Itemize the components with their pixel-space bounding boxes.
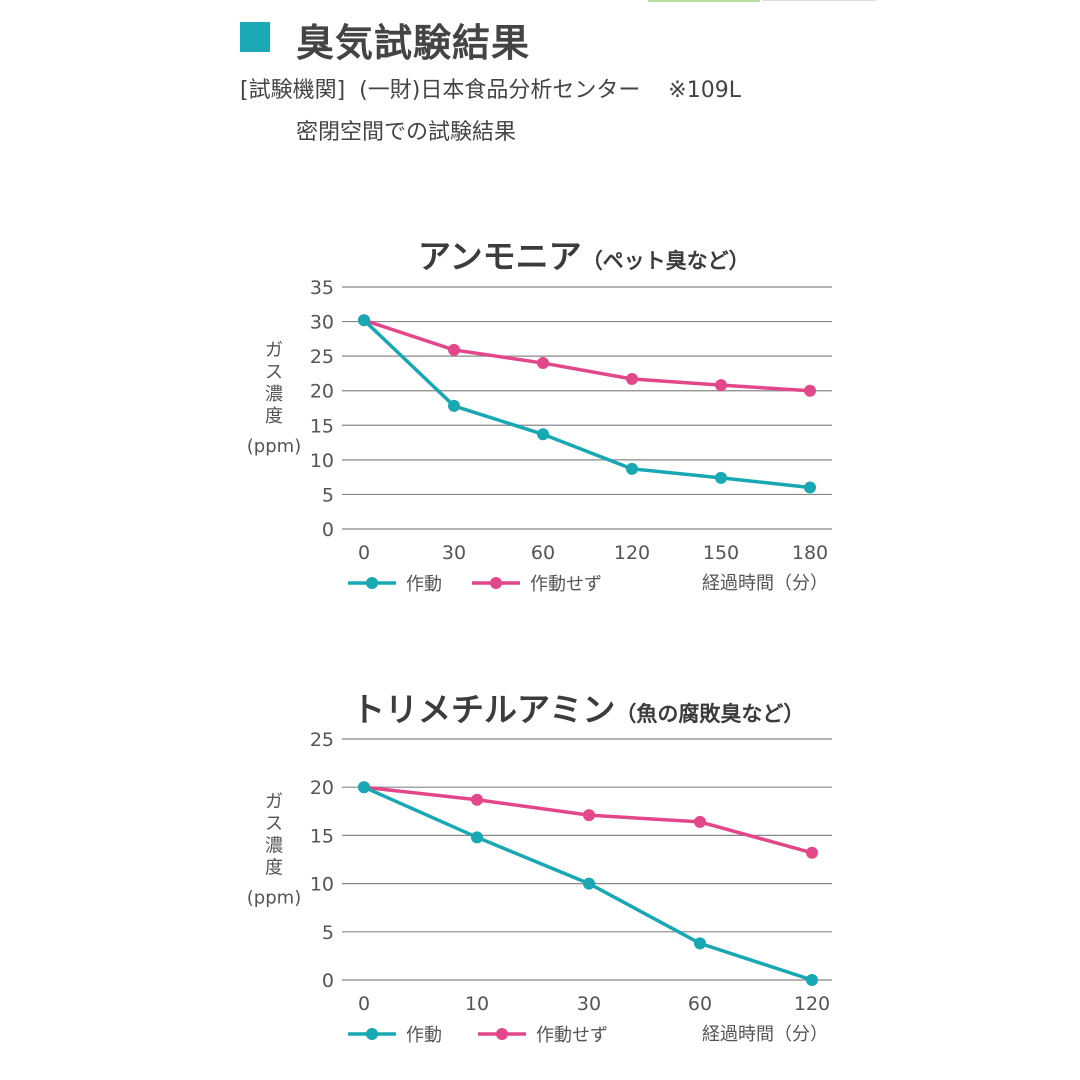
data-point bbox=[448, 343, 460, 356]
y-axis-label-char: ス bbox=[265, 362, 283, 383]
data-point bbox=[694, 937, 706, 950]
y-tick-label: 10 bbox=[310, 450, 334, 472]
data-point bbox=[626, 372, 638, 385]
legend-label: 作動 bbox=[406, 1025, 442, 1046]
data-point bbox=[715, 471, 727, 484]
y-axis-label-char: ス bbox=[265, 814, 283, 835]
y-tick-label: 10 bbox=[310, 874, 334, 896]
y-axis-label-char: ガ bbox=[265, 340, 283, 361]
data-point bbox=[583, 809, 595, 822]
legend-label: 作動せず bbox=[530, 574, 602, 595]
y-tick-label: 15 bbox=[310, 825, 334, 847]
data-point bbox=[626, 462, 638, 475]
data-point bbox=[694, 815, 706, 828]
data-point bbox=[806, 974, 818, 986]
data-point bbox=[471, 793, 483, 806]
top-divider bbox=[762, 0, 876, 1]
x-tick-label: 60 bbox=[531, 542, 555, 564]
top-tab-indicator bbox=[648, 0, 760, 2]
data-point bbox=[471, 831, 483, 844]
y-axis-label-char: 濃 bbox=[265, 384, 283, 405]
x-axis-label: 経過時間（分） bbox=[702, 573, 828, 594]
series-line-作動 bbox=[362, 318, 811, 490]
x-axis-label: 経過時間（分） bbox=[702, 1024, 828, 1045]
legend-label: 作動せず bbox=[536, 1025, 608, 1046]
legend-marker bbox=[366, 577, 378, 589]
y-tick-label: 20 bbox=[310, 777, 334, 799]
y-tick-label: 5 bbox=[322, 922, 334, 944]
y-tick-label: 20 bbox=[310, 381, 334, 403]
data-point bbox=[358, 314, 370, 327]
x-tick-label: 10 bbox=[465, 993, 489, 1015]
data-point bbox=[537, 428, 549, 441]
legend-marker bbox=[496, 1028, 508, 1040]
series-line-作動せず bbox=[363, 318, 811, 393]
x-tick-label: 120 bbox=[794, 993, 830, 1015]
chart-title-note: （ペット臭など） bbox=[582, 249, 750, 273]
y-axis-label-char: ガ bbox=[265, 792, 283, 813]
data-point bbox=[804, 384, 816, 397]
y-axis-label-char: 度 bbox=[265, 406, 283, 427]
y-tick-label: 0 bbox=[322, 970, 334, 992]
chart-title-note: （魚の腐敗臭など） bbox=[615, 702, 804, 726]
x-tick-label: 30 bbox=[577, 993, 601, 1015]
legend-marker bbox=[490, 577, 502, 589]
x-tick-label: 150 bbox=[703, 542, 739, 564]
y-tick-label: 30 bbox=[310, 312, 334, 334]
x-tick-label: 0 bbox=[358, 542, 370, 564]
y-tick-label: 5 bbox=[322, 484, 334, 506]
data-point bbox=[715, 379, 727, 392]
data-point bbox=[537, 357, 549, 370]
test-condition: 密閉空間での試験結果 bbox=[296, 120, 517, 145]
data-point bbox=[804, 481, 816, 494]
y-tick-label: 25 bbox=[310, 346, 334, 368]
y-axis-label-unit: (ppm) bbox=[247, 436, 301, 457]
data-point bbox=[448, 399, 460, 412]
y-tick-label: 0 bbox=[322, 519, 334, 541]
y-axis-label-char: 濃 bbox=[265, 836, 283, 857]
x-tick-label: 180 bbox=[792, 542, 828, 564]
data-point bbox=[806, 846, 818, 859]
chart-title: アンモニア（ペット臭など） bbox=[418, 237, 750, 276]
y-tick-label: 35 bbox=[310, 277, 334, 299]
data-point bbox=[358, 781, 370, 794]
title-square-icon bbox=[240, 22, 270, 52]
y-axis-label-unit: (ppm) bbox=[247, 888, 301, 909]
y-axis-label-char: 度 bbox=[265, 858, 283, 879]
data-point bbox=[583, 877, 595, 890]
x-tick-label: 60 bbox=[688, 993, 712, 1015]
page-title: 臭気試験結果 bbox=[296, 21, 531, 65]
chart-title: トリメチルアミン（魚の腐敗臭など） bbox=[352, 690, 804, 729]
test-agency: [試験機関] (一財)日本食品分析センター ※109L bbox=[240, 78, 741, 103]
legend-label: 作動 bbox=[406, 574, 442, 595]
x-tick-label: 120 bbox=[614, 542, 650, 564]
y-tick-label: 25 bbox=[310, 729, 334, 751]
y-tick-label: 15 bbox=[310, 415, 334, 437]
x-tick-label: 30 bbox=[442, 542, 466, 564]
legend-marker bbox=[366, 1028, 378, 1040]
x-tick-label: 0 bbox=[358, 993, 370, 1015]
